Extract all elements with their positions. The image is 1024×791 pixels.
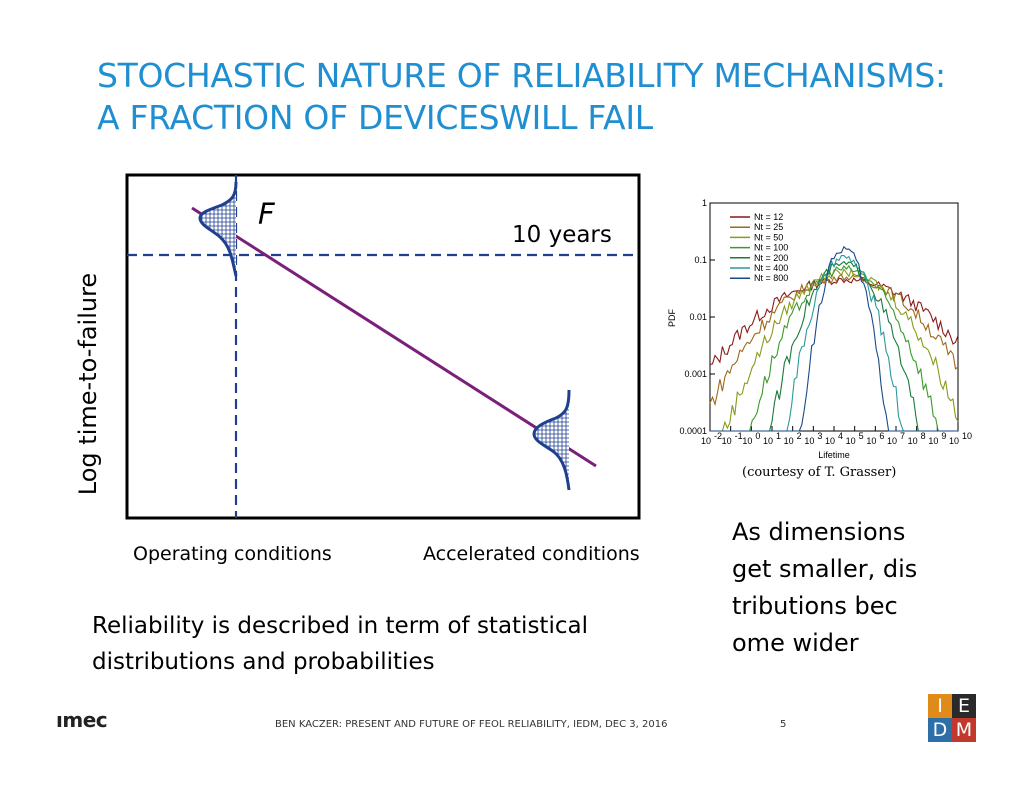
inset-xtick-label: 10 xyxy=(949,436,959,446)
inset-xtick-label: 10 xyxy=(763,436,773,446)
inset-xtick-exponent: 0 xyxy=(755,431,760,441)
inset-xtick-exponent: 6 xyxy=(879,431,884,441)
plot-frame xyxy=(125,173,641,520)
inset-legend-label: Nt = 400 xyxy=(754,263,788,273)
inset-legend-label: Nt = 800 xyxy=(754,273,788,283)
inset-series-line xyxy=(709,273,959,407)
y-axis-label: Log time-to-failure xyxy=(74,272,102,496)
inset-xtick-exponent: 2 xyxy=(797,431,802,441)
f-label: F xyxy=(258,197,276,231)
iedm-letter-e: E xyxy=(952,694,976,718)
inset-xtick-exponent: 9 xyxy=(941,431,946,441)
inset-xtick-label: 10 xyxy=(866,436,876,446)
inset-xtick-exponent: 5 xyxy=(859,431,864,441)
trend-line xyxy=(191,206,597,468)
inset-xtick-exponent: 10 xyxy=(962,431,972,441)
inset-legend-label: Nt = 25 xyxy=(754,222,783,232)
inset-xtick-label: 10 xyxy=(784,436,794,446)
inset-ytick-label: 0.001 xyxy=(684,369,707,379)
inset-legend-label: Nt = 100 xyxy=(754,243,788,253)
title-line-2: A FRACTION OF DEVICESWILL FAIL xyxy=(97,98,653,137)
inset-ytick-label: 1 xyxy=(702,198,707,208)
inset-series-line xyxy=(710,267,959,432)
iedm-letter-m: M xyxy=(952,718,976,742)
iedm-letter-d: D xyxy=(928,718,952,742)
page-number: 5 xyxy=(780,719,787,730)
summary-line-1: Reliability is described in term of stat… xyxy=(92,613,588,639)
summary-text: Reliability is described in term of stat… xyxy=(92,608,652,680)
inset-xtick-exponent: -1 xyxy=(735,431,743,441)
inset-xtick-label: 10 xyxy=(722,436,732,446)
inset-series-line xyxy=(710,245,958,432)
side-note-line-4: ome wider xyxy=(732,629,859,657)
operating-distribution xyxy=(198,181,238,277)
inset-ytick-label: 0.01 xyxy=(689,312,707,322)
operating-conditions-label: Operating conditions xyxy=(133,543,332,565)
inset-xtick-label: 10 xyxy=(825,436,835,446)
inset-ytick-label: 0.1 xyxy=(694,255,707,265)
inset-ytick-label: 0.0001 xyxy=(679,426,707,436)
inset-legend-label: Nt = 200 xyxy=(754,253,788,263)
inset-series-line xyxy=(710,264,958,432)
inset-series-line xyxy=(709,277,959,366)
inset-legend-label: Nt = 12 xyxy=(754,212,783,222)
inset-xtick-label: 10 xyxy=(804,436,814,446)
side-note: As dimensions get smaller, dis tribution… xyxy=(732,514,992,662)
inset-xtick-exponent: -2 xyxy=(714,431,722,441)
iedm-logo: I E D M xyxy=(928,694,976,742)
inset-xtick-label: 10 xyxy=(908,436,918,446)
imec-logo: ımec xyxy=(56,708,108,732)
courtesy-note: (courtesy of T. Grasser) xyxy=(742,465,897,480)
inset-xtick-exponent: 8 xyxy=(921,431,926,441)
inset-xtick-exponent: 3 xyxy=(817,431,822,441)
side-note-line-2: get smaller, dis xyxy=(732,555,918,583)
inset-legend-label: Nt = 50 xyxy=(754,232,783,242)
side-note-line-3: tributions bec xyxy=(732,592,898,620)
inset-xtick-label: 10 xyxy=(846,436,856,446)
summary-line-2: distributions and probabilities xyxy=(92,649,435,675)
inset-xtick-exponent: 4 xyxy=(838,431,843,441)
inset-ylabel: PDF xyxy=(667,308,677,327)
footer-text: BEN KACZER: PRESENT AND FUTURE OF FEOL R… xyxy=(275,719,668,730)
title-line-1: STOCHASTIC NATURE OF RELIABILITY MECHANI… xyxy=(97,56,946,95)
accelerated-distribution xyxy=(532,389,571,491)
slide-title: STOCHASTIC NATURE OF RELIABILITY MECHANI… xyxy=(97,55,977,139)
inset-xlabel: Lifetime xyxy=(818,450,850,460)
inset-xtick-label: 10 xyxy=(742,436,752,446)
iedm-letter-i: I xyxy=(928,694,952,718)
inset-xtick-label: 10 xyxy=(887,436,897,446)
inset-xtick-exponent: 7 xyxy=(900,431,905,441)
side-note-line-1: As dimensions xyxy=(732,518,906,546)
accelerated-conditions-label: Accelerated conditions xyxy=(423,543,640,565)
inset-xtick-exponent: 1 xyxy=(776,431,781,441)
inset-xtick-label: 10 xyxy=(928,436,938,446)
inset-xtick-label: 10 xyxy=(701,436,711,446)
ten-years-label: 10 years xyxy=(512,222,612,248)
